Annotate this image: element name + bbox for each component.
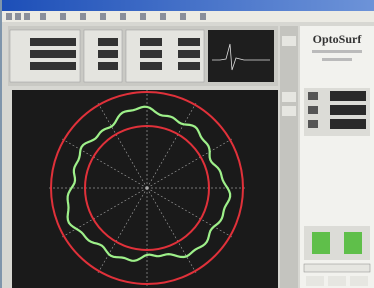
caption-line (312, 50, 362, 53)
page: {"app": {"brand": "OptoSurf"}} (0, 0, 374, 288)
result-field (330, 91, 366, 101)
field (98, 50, 118, 58)
tool-button[interactable] (24, 13, 30, 20)
field (140, 62, 162, 70)
title-bar (2, 0, 374, 11)
toolbar (2, 11, 374, 22)
tool-button[interactable] (60, 13, 66, 20)
field (98, 62, 118, 70)
field (140, 50, 162, 58)
screenshot: OptoSurf (0, 0, 374, 288)
info-groups (10, 30, 274, 82)
field (178, 50, 200, 58)
field (178, 62, 200, 70)
result-label (308, 92, 318, 100)
tool-button[interactable] (200, 13, 206, 20)
caption-line (322, 58, 352, 61)
tool-button[interactable] (15, 13, 21, 20)
result-field (330, 105, 366, 115)
tool-button[interactable] (40, 13, 46, 20)
tool-button[interactable] (180, 13, 186, 20)
nav-button[interactable] (306, 276, 324, 286)
result-field (330, 119, 366, 129)
field (178, 38, 200, 46)
field (98, 38, 118, 46)
brand: OptoSurf (313, 32, 363, 46)
field (30, 38, 76, 46)
tool-button[interactable] (80, 13, 86, 20)
nav-button[interactable] (328, 276, 346, 286)
status-lamp (344, 232, 362, 254)
tool-button[interactable] (160, 13, 166, 20)
field (30, 62, 76, 70)
status-lamp (312, 232, 330, 254)
side-button[interactable] (282, 36, 296, 46)
tool-button[interactable] (6, 13, 12, 20)
nav-bar[interactable] (304, 264, 370, 272)
mini-plot (208, 30, 274, 82)
side-button[interactable] (282, 92, 296, 102)
result-label (308, 120, 318, 128)
result-label (308, 106, 318, 114)
tool-button[interactable] (140, 13, 146, 20)
tool-button[interactable] (120, 13, 126, 20)
side-toolbar (280, 26, 298, 288)
field (140, 38, 162, 46)
field (30, 50, 76, 58)
side-button[interactable] (282, 106, 296, 116)
tool-button[interactable] (100, 13, 106, 20)
nav-button[interactable] (350, 276, 368, 286)
